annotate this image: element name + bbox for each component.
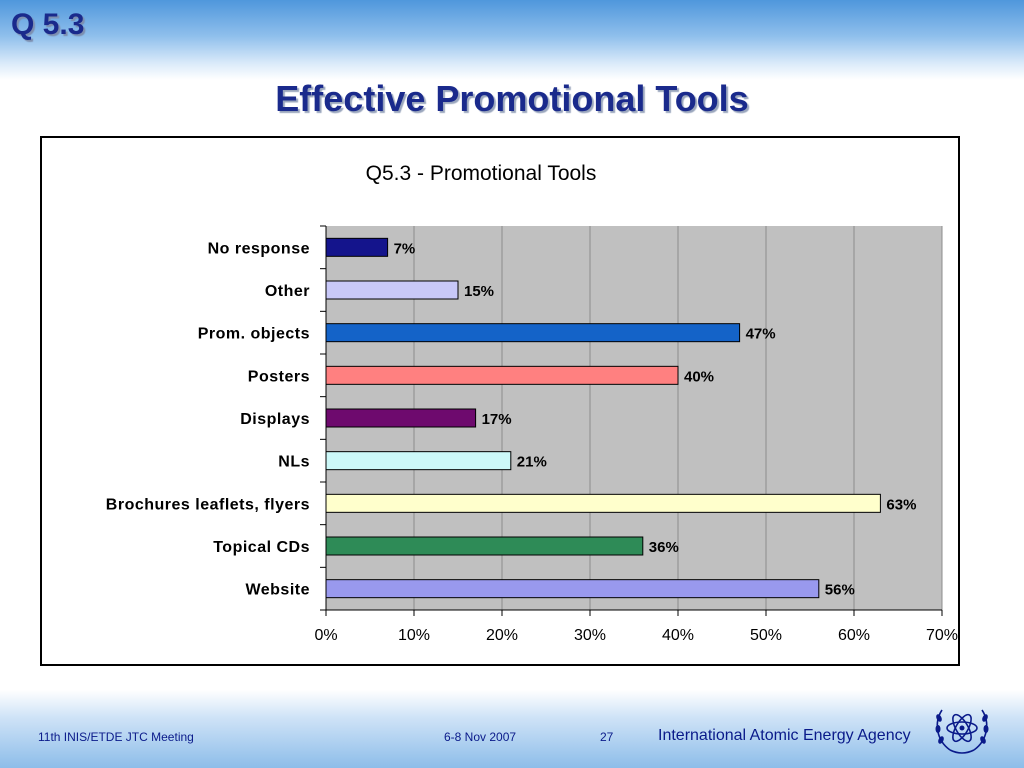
- category-label: Displays: [240, 411, 310, 428]
- agency-name: International Atomic Energy Agency: [658, 727, 911, 744]
- header-band: [0, 0, 1024, 80]
- category-label: Prom. objects: [198, 326, 310, 343]
- chart-frame: Q5.3 - Promotional Tools 0% 10% 20% 30% 40% 50…: [40, 136, 960, 666]
- category-label: Brochures leaflets, flyers: [106, 496, 310, 513]
- bar: [325, 323, 741, 343]
- category-label: Topical CDs: [213, 539, 310, 556]
- x-tick-label: 20%: [486, 627, 518, 644]
- x-tick-label: 40%: [662, 627, 694, 644]
- data-label: 47%: [746, 326, 776, 343]
- x-tick-label: 50%: [750, 627, 782, 644]
- iaea-logo-icon: [935, 709, 989, 754]
- page-number: 27: [600, 730, 614, 744]
- bar: [325, 493, 881, 513]
- category-label: NLs: [278, 454, 310, 471]
- category-label: Other: [265, 283, 310, 300]
- x-tick-label: 70%: [926, 627, 958, 644]
- category-label: Posters: [248, 368, 310, 385]
- data-label: 56%: [825, 582, 855, 599]
- bar: [325, 365, 679, 385]
- bar: [325, 408, 477, 428]
- data-label: 7%: [394, 240, 416, 257]
- category-label: Website: [245, 582, 310, 599]
- bar: [325, 280, 459, 300]
- data-label: 17%: [482, 411, 512, 428]
- x-tick-label: 10%: [398, 627, 430, 644]
- data-label: 36%: [649, 539, 679, 556]
- bar: [325, 579, 820, 599]
- data-label: 40%: [684, 368, 714, 385]
- bar: [325, 451, 512, 471]
- data-label: 21%: [517, 454, 547, 471]
- footer-meeting-name: 11th INIS/ETDE JTC Meeting: [38, 730, 194, 744]
- slide-title: Effective Promotional Tools: [275, 78, 749, 119]
- category-label: No response: [208, 240, 310, 257]
- chart-title: Q5.3 - Promotional Tools: [366, 162, 597, 185]
- bar: [325, 237, 389, 257]
- x-tick-label: 0%: [314, 627, 337, 644]
- slide-section-title: Q 5.3: [11, 8, 85, 41]
- footer-date: 6-8 Nov 2007: [444, 730, 517, 744]
- footer-band: [0, 690, 1024, 768]
- bar: [325, 536, 644, 556]
- data-label: 63%: [886, 496, 916, 513]
- bar-chart: Q5.3 - Promotional Tools 0% 10% 20% 30% 40% 50…: [106, 162, 958, 644]
- data-label: 15%: [464, 283, 494, 300]
- x-tick-label: 60%: [838, 627, 870, 644]
- x-tick-label: 30%: [574, 627, 606, 644]
